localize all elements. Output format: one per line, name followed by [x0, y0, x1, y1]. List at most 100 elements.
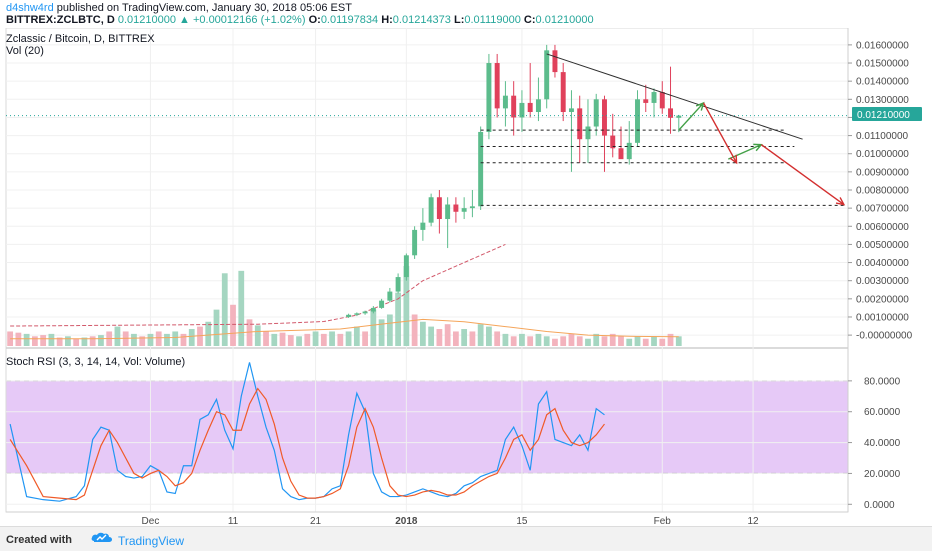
volume-bars: [7, 243, 682, 346]
candle-body: [577, 108, 583, 140]
volume-bar: [254, 325, 261, 346]
candle-body: [346, 314, 352, 317]
candle-body: [544, 50, 550, 100]
volume-legend: Vol (20): [6, 45, 44, 57]
candle-body: [593, 99, 599, 127]
tradingview-brand[interactable]: TradingView: [118, 534, 185, 548]
low-value: 0.01119000: [464, 14, 521, 26]
price-tick-label: 0.00200000: [856, 294, 909, 305]
candle-body: [610, 135, 616, 149]
candle-body: [428, 197, 434, 223]
created-with-label: Created with: [6, 534, 73, 546]
stoch-d-line: [9, 387, 605, 501]
volume-bar: [543, 336, 550, 346]
volume-bar: [23, 333, 30, 346]
volume-bar: [403, 266, 410, 346]
volume-bar: [436, 329, 443, 346]
candle-body: [618, 148, 624, 160]
candle-body: [461, 208, 467, 212]
volume-bar: [131, 333, 137, 346]
volume-bar: [114, 326, 121, 346]
red-arrow-head: [835, 197, 846, 206]
date-tick-label: Feb: [654, 516, 672, 526]
volume-bar: [353, 326, 360, 346]
volume-bar: [271, 333, 278, 346]
volume-bar: [279, 332, 286, 346]
stoch-band: [6, 380, 848, 474]
open-label: O:: [308, 14, 321, 26]
main-chart-title: Zclassic / Bitcoin, D, BITTREX: [6, 33, 155, 45]
date-tick-label: 11: [228, 516, 239, 526]
price-chart[interactable]: 0.01600000 0.01500000 0.01400000 0.01300000…: [0, 28, 932, 526]
candle-body: [436, 197, 442, 220]
candle-body: [585, 126, 591, 140]
volume-bar: [304, 333, 311, 346]
volume-bar: [56, 337, 63, 346]
trend-line: [546, 53, 803, 140]
candle-body: [494, 63, 500, 109]
volume-bar: [89, 336, 96, 346]
volume-bar: [659, 338, 666, 346]
candle-body: [676, 115, 682, 118]
price-tick-label: 0.01400000: [856, 77, 909, 88]
green-arrow-head: [753, 143, 763, 152]
volume-bar: [98, 335, 104, 346]
volume-bar: [386, 314, 393, 346]
green-arrow: [678, 102, 705, 131]
red-arrow: [702, 102, 738, 164]
stoch-lines: [9, 362, 605, 502]
high-label: H:: [381, 14, 393, 26]
volume-bar: [287, 335, 294, 346]
volume-bar: [428, 326, 435, 346]
volume-bar: [560, 336, 567, 346]
close-value: 0.01210000: [535, 14, 594, 26]
candle-body: [395, 277, 401, 292]
volume-bar: [312, 331, 319, 346]
candle-body: [602, 99, 607, 136]
candle-body: [519, 102, 525, 118]
price-tick-label: 0.00100000: [856, 312, 909, 323]
volume-bar: [494, 331, 501, 346]
last-price: 0.01210000: [117, 14, 176, 26]
volume-bar: [205, 321, 212, 346]
volume-bar: [535, 333, 542, 346]
candle-body: [568, 108, 574, 112]
tradingview-logo-icon[interactable]: [90, 531, 114, 548]
volume-bar: [642, 338, 649, 346]
volume-ma-line: [10, 318, 679, 340]
candle-body: [535, 99, 541, 112]
volume-bar: [510, 336, 517, 346]
volume-bar: [188, 329, 195, 346]
author-link[interactable]: d4shw4rd: [6, 2, 54, 14]
candle-body: [527, 102, 533, 112]
volume-bar: [246, 319, 253, 346]
volume-bar: [263, 331, 269, 346]
volume-bar: [527, 336, 534, 346]
candle-body: [478, 131, 484, 207]
volume-bar: [626, 338, 633, 346]
date-tick-label: 15: [516, 516, 528, 526]
volume-bar: [419, 321, 426, 346]
price-tick-label: 0.01500000: [856, 59, 909, 70]
volume-bar: [180, 333, 187, 346]
volume-bar: [230, 304, 236, 346]
candle-body: [445, 204, 451, 220]
volume-bar: [139, 336, 146, 346]
candle-body: [560, 72, 566, 112]
candle-body: [362, 311, 368, 314]
price-change: +0.00012166 (+1.02%): [192, 14, 306, 26]
volume-bar: [651, 336, 657, 346]
publish-line: d4shw4rd published on TradingView.com, J…: [6, 2, 352, 14]
volume-bar: [345, 331, 352, 346]
chart-header: d4shw4rd published on TradingView.com, J…: [0, 0, 932, 28]
price-tick-label: 0.01300000: [856, 95, 909, 106]
candle-body: [552, 50, 558, 73]
volume-bar: [461, 329, 468, 346]
volume-bar: [40, 335, 47, 346]
volume-bar: [634, 336, 641, 346]
stoch-tick-label: 60.0000: [864, 407, 901, 418]
candle-body: [420, 222, 426, 230]
price-tick-label: 0.00500000: [856, 240, 909, 251]
last-price-tag: 0.01210000: [852, 107, 922, 121]
price-ma-line: [10, 243, 506, 327]
